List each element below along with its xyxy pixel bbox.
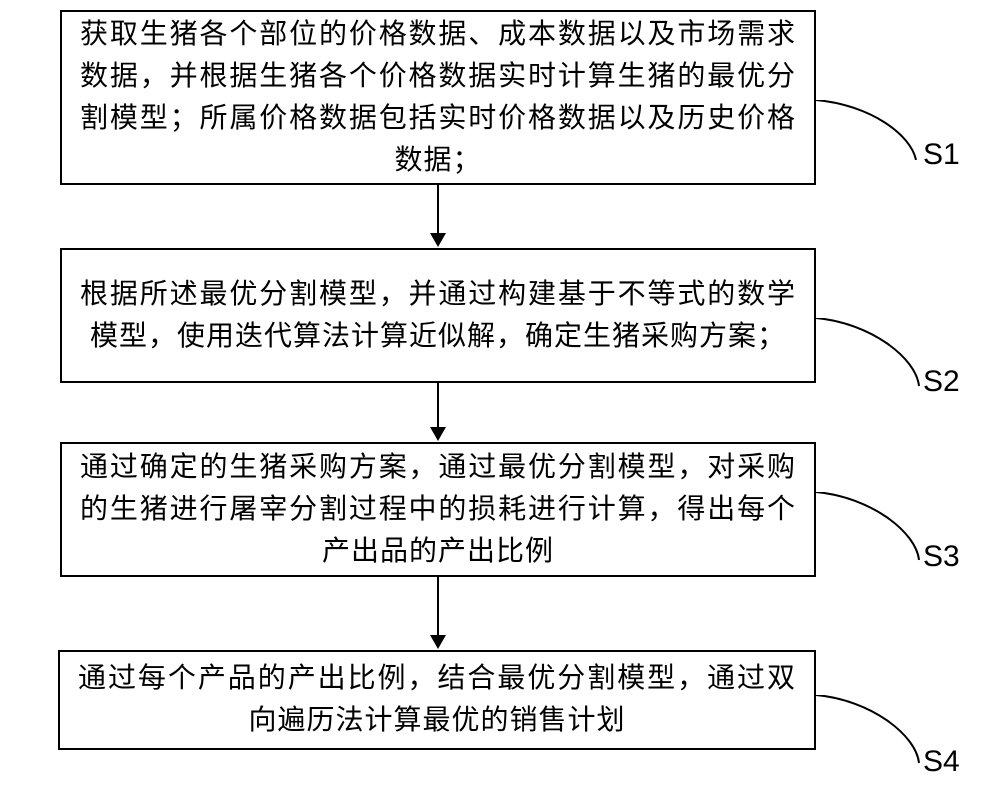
step-box-s2: 根据所述最优分割模型，并通过构建基于不等式的数学模型，使用迭代算法计算近似解，确… (60, 248, 816, 383)
step-text: 通过每个产品的产出比例，结合最优分割模型，通过双向遍历法计算最优的销售计划 (78, 658, 796, 742)
step-box-s3: 通过确定的生猪采购方案，通过最优分割模型，对采购的生猪进行屠宰分割过程中的损耗进… (60, 442, 816, 577)
step-box-s1: 获取生猪各个部位的价格数据、成本数据以及市场需求数据，并根据生猪各个价格数据实时… (60, 10, 816, 185)
step-label-s1: S1 (923, 138, 960, 172)
arrow-head-s3-s4 (430, 635, 446, 649)
step-text: 获取生猪各个部位的价格数据、成本数据以及市场需求数据，并根据生猪各个价格数据实时… (80, 14, 796, 182)
step-label-s3: S3 (923, 540, 960, 574)
connector-s1 (816, 100, 926, 160)
step-box-s4: 通过每个产品的产出比例，结合最优分割模型，通过双向遍历法计算最优的销售计划 (58, 650, 816, 750)
step-text: 根据所述最优分割模型，并通过构建基于不等式的数学模型，使用迭代算法计算近似解，确… (80, 274, 796, 358)
arrow-line-s1-s2 (437, 185, 439, 233)
arrow-line-s3-s4 (437, 577, 439, 635)
arrow-head-s2-s3 (430, 427, 446, 441)
step-label-s4: S4 (923, 745, 960, 779)
arrow-head-s1-s2 (430, 233, 446, 247)
arrow-line-s2-s3 (437, 383, 439, 427)
connector-s4 (816, 695, 928, 765)
step-label-s2: S2 (923, 365, 960, 399)
step-text: 通过确定的生猪采购方案，通过最优分割模型，对采购的生猪进行屠宰分割过程中的损耗进… (80, 447, 796, 573)
connector-s2 (816, 318, 928, 388)
connector-s3 (816, 492, 928, 562)
